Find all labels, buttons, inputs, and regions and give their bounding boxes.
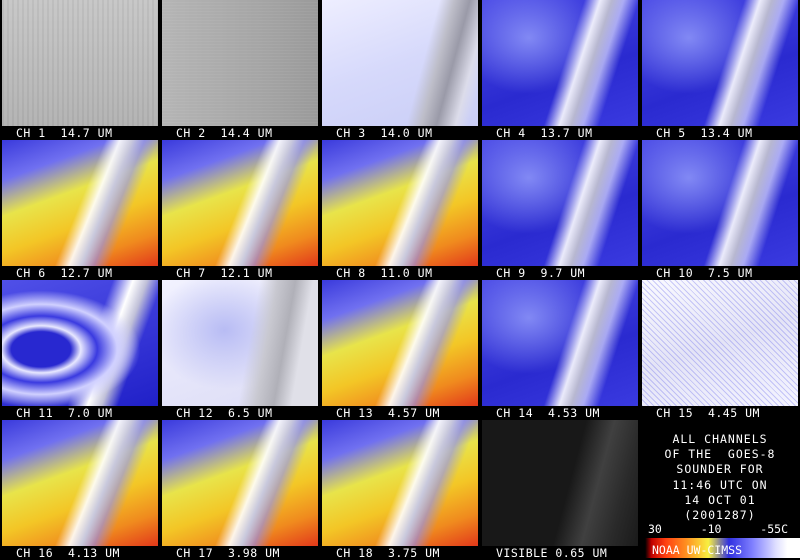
satellite-image [322, 420, 478, 546]
panel: CH 18 3.75 UM [320, 420, 480, 560]
satellite-image [162, 0, 318, 126]
satellite-image [162, 280, 318, 406]
colorbar [642, 538, 800, 558]
panel-label: CH 13 4.57 UM [336, 406, 440, 420]
panel-label: CH 8 11.0 UM [336, 266, 433, 280]
panel: CH 16 4.13 UM [0, 420, 160, 560]
panel: CH 9 9.7 UM [480, 140, 640, 280]
panel-label: CH 16 4.13 UM [16, 546, 120, 560]
satellite-image [162, 420, 318, 546]
satellite-image [322, 280, 478, 406]
info-line: (2001287) [684, 508, 756, 523]
info-text: ALL CHANNELS OF THE GOES-8 SOUNDER FOR 11:4… [640, 432, 800, 523]
panel-label: CH 11 7.0 UM [16, 406, 113, 420]
info-line: SOUNDER FOR [676, 462, 764, 477]
panel-label: CH 9 9.7 UM [496, 266, 586, 280]
colorbar-label: -10 [700, 522, 722, 536]
panel: CH 6 12.7 UM [0, 140, 160, 280]
panel-label: CH 10 7.5 UM [656, 266, 753, 280]
satellite-image [2, 140, 158, 266]
panel-label: CH 1 14.7 UM [16, 126, 113, 140]
panel: CH 15 4.45 UM [640, 280, 800, 420]
satellite-image [2, 0, 158, 126]
panel-label: CH 4 13.7 UM [496, 126, 593, 140]
panel-label: CH 7 12.1 UM [176, 266, 273, 280]
panel: CH 10 7.5 UM [640, 140, 800, 280]
satellite-image [322, 140, 478, 266]
satellite-image [482, 0, 638, 126]
panel-label: VISIBLE 0.65 UM [496, 546, 608, 560]
panel: CH 11 7.0 UM [0, 280, 160, 420]
panel: CH 12 6.5 UM [160, 280, 320, 420]
panel-label: CH 2 14.4 UM [176, 126, 273, 140]
panel: CH 13 4.57 UM [320, 280, 480, 420]
satellite-image [482, 280, 638, 406]
satellite-image [482, 140, 638, 266]
colorbar-labels: 30 -10 -55C [648, 522, 788, 536]
panel: CH 17 3.98 UM [160, 420, 320, 560]
info-line: ALL CHANNELS [672, 432, 768, 446]
colorbar-label: -55C [760, 522, 788, 536]
satellite-image [482, 420, 638, 546]
satellite-image [162, 140, 318, 266]
panel: CH 1 14.7 UM [0, 0, 160, 140]
colorbar-label: 30 [648, 522, 662, 536]
panel-label: CH 14 4.53 UM [496, 406, 600, 420]
info-line: OF THE GOES-8 [664, 447, 776, 462]
satellite-image [642, 140, 798, 266]
satellite-image [642, 0, 798, 126]
panel: VISIBLE 0.65 UM [480, 420, 640, 560]
panel: CH 5 13.4 UM [640, 0, 800, 140]
panel-label: CH 6 12.7 UM [16, 266, 113, 280]
panel: CH 8 11.0 UM [320, 140, 480, 280]
satellite-image [2, 280, 158, 406]
panel: CH 2 14.4 UM [160, 0, 320, 140]
satellite-image [322, 0, 478, 126]
panel: CH 4 13.7 UM [480, 0, 640, 140]
satellite-image [642, 280, 798, 406]
panel-label: CH 18 3.75 UM [336, 546, 440, 560]
satellite-image [2, 420, 158, 546]
panel: CH 3 14.0 UM [320, 0, 480, 140]
credit: NOAA UW-CIMSS [652, 543, 743, 557]
panel: CH 7 12.1 UM [160, 140, 320, 280]
panel: CH 14 4.53 UM [480, 280, 640, 420]
info-line: 14 OCT 01 [684, 492, 756, 507]
panel-label: CH 5 13.4 UM [656, 126, 753, 140]
panel-label: CH 17 3.98 UM [176, 546, 280, 560]
info-line: 11:46 UTC ON [672, 477, 768, 492]
panel-label: CH 3 14.0 UM [336, 126, 433, 140]
panel-label: CH 15 4.45 UM [656, 406, 760, 420]
panel-label: CH 12 6.5 UM [176, 406, 273, 420]
